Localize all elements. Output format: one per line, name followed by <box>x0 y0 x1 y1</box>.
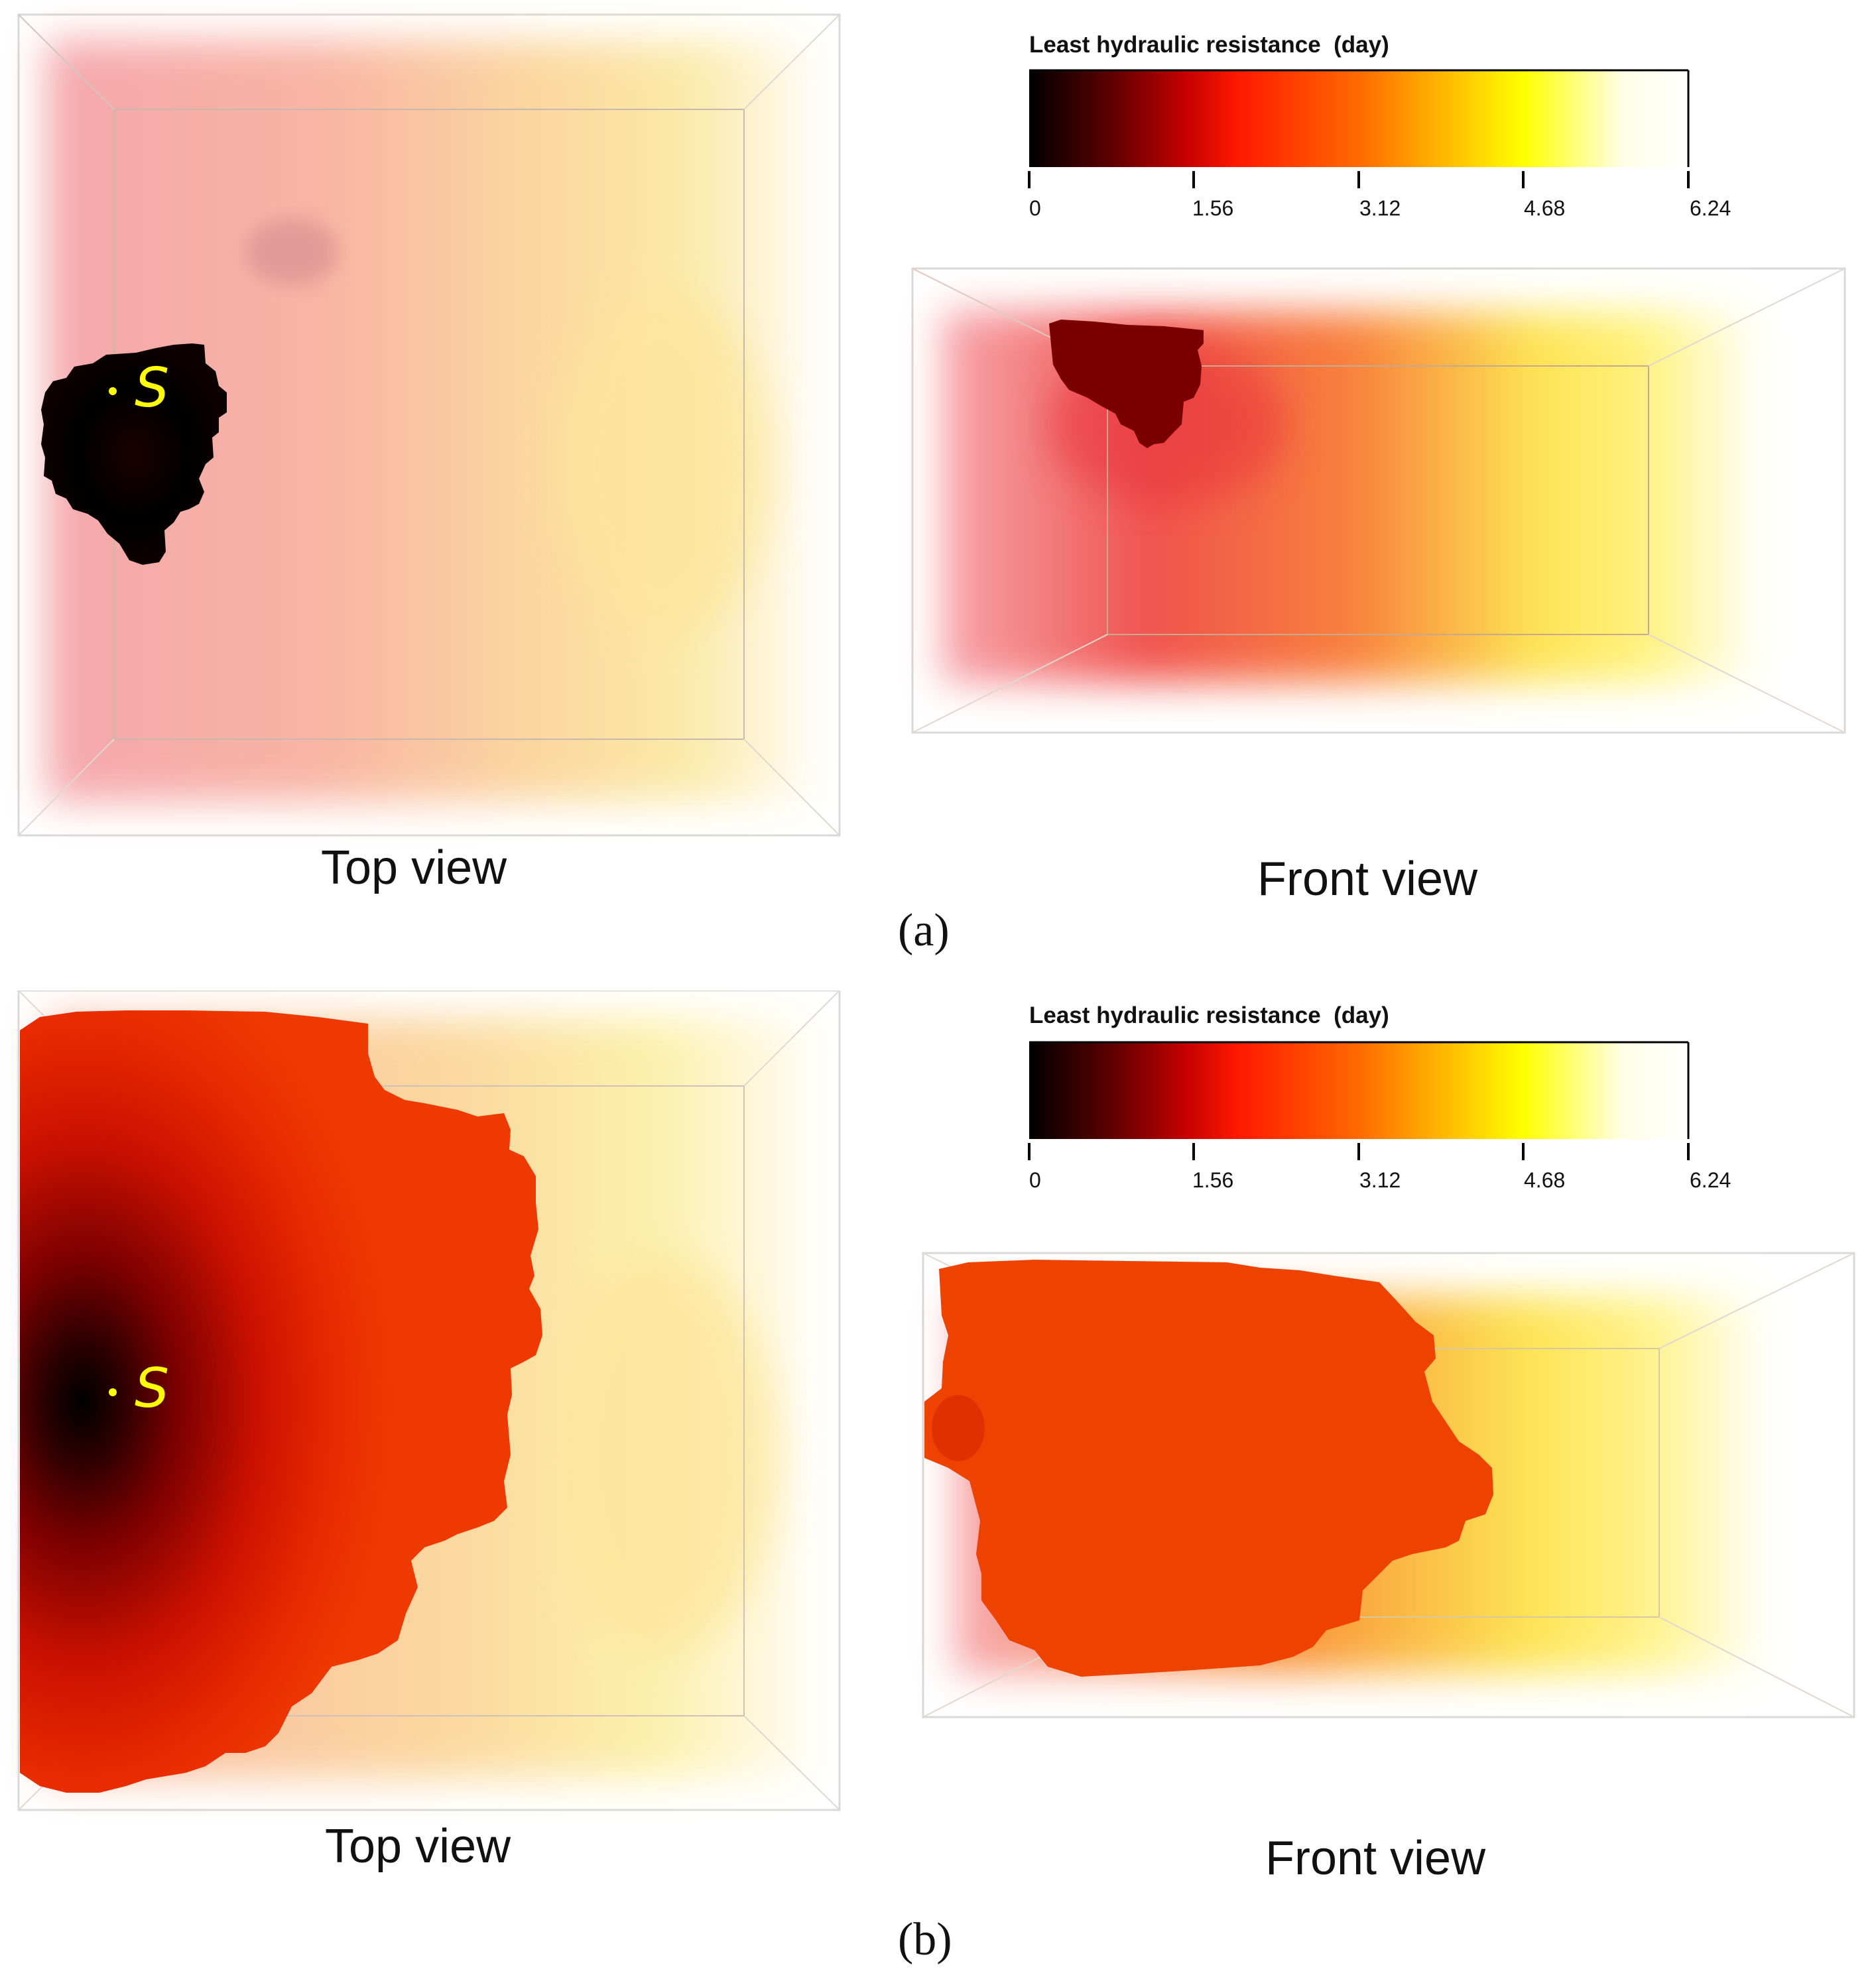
colorbar-a <box>1028 69 1690 188</box>
plume-b-front <box>924 1260 1493 1677</box>
panel-b: S Least hydraulic resistance (day) 0 1.5… <box>0 990 1876 1981</box>
colorbar-tick-a-3: 4.68 <box>1524 196 1566 220</box>
source-label-b: S <box>135 1357 170 1420</box>
colorbar-tick-b-3: 4.68 <box>1524 1168 1566 1192</box>
panel-a-graphics <box>17 13 1846 837</box>
top-view-caption-a: Top view <box>321 841 507 894</box>
colorbar-tick-a-1: 1.56 <box>1192 196 1234 220</box>
front-view-caption-a: Front view <box>1257 853 1478 906</box>
dark-plume-a-front <box>1049 320 1204 448</box>
plume-b-top <box>20 1010 542 1793</box>
top-view-a <box>17 13 841 837</box>
colorbar-tick-b-2: 3.12 <box>1359 1168 1401 1192</box>
colorbar-tick-a-4: 6.24 <box>1690 196 1731 220</box>
colorbar-title-text-a: Least hydraulic resistance <box>1029 32 1321 58</box>
colorbar-tick-a-0: 0 <box>1029 196 1041 220</box>
colorbar-title-b: Least hydraulic resistance (day) <box>1029 1002 1389 1029</box>
panel-b-graphics <box>17 990 1855 1811</box>
colorbar-unit-a: (day) <box>1334 32 1389 58</box>
dark-plume-a-top <box>41 343 227 565</box>
panel-a: S Least hydraulic resistance (day) 0 1.5… <box>0 0 1876 990</box>
panel-label-a: (a) <box>898 905 950 956</box>
front-view-b <box>922 1252 1855 1718</box>
source-point-a <box>109 387 117 395</box>
colorbar-b <box>1028 1041 1690 1160</box>
colorbar-tick-a-2: 3.12 <box>1359 196 1401 220</box>
colorbar-title-a: Least hydraulic resistance (day) <box>1029 32 1389 58</box>
source-point-b <box>109 1388 117 1396</box>
colorbar-tick-b-4: 6.24 <box>1690 1168 1731 1192</box>
front-view-caption-b: Front view <box>1265 1832 1486 1885</box>
source-label-a: S <box>135 357 170 420</box>
colorbar-unit-b: (day) <box>1334 1002 1389 1028</box>
colorbar-tick-b-0: 0 <box>1029 1168 1041 1192</box>
colorbar-tick-b-1: 1.56 <box>1192 1168 1234 1192</box>
colorbar-title-text-b: Least hydraulic resistance <box>1029 1002 1321 1028</box>
panel-label-b: (b) <box>898 1914 952 1965</box>
front-view-a <box>911 267 1846 734</box>
top-view-caption-b: Top view <box>325 1820 511 1873</box>
top-view-b <box>17 990 841 1811</box>
